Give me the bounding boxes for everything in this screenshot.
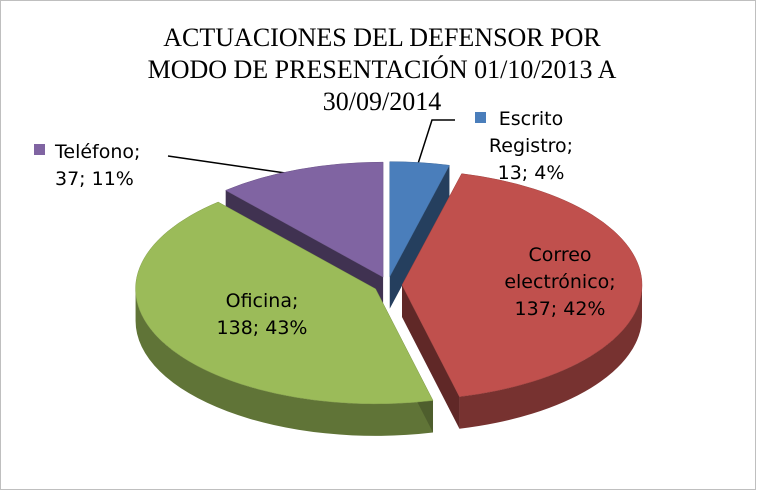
legend-key [34,144,45,155]
slice-wall [389,165,450,309]
slice [401,173,643,397]
slice-side [459,285,642,429]
legend-key [480,252,491,263]
slice [135,201,434,405]
data-label: Correo electrónico; 137; 42% [504,244,615,320]
slice-wall [401,285,460,429]
data-label: Oficina; 138; 43% [217,290,308,339]
legend-key [186,296,197,307]
leader-line [415,119,455,171]
chart-title: ACTUACIONES DEL DEFENSOR POR MODO DE PRES… [148,23,617,116]
data-label: Teléfono; 37; 11% [54,141,140,190]
slice-side [135,288,434,436]
data-label: Escrito Registro; 13; 4% [489,108,573,184]
legend-key [475,112,486,123]
slice [225,161,384,278]
slice [389,161,450,277]
